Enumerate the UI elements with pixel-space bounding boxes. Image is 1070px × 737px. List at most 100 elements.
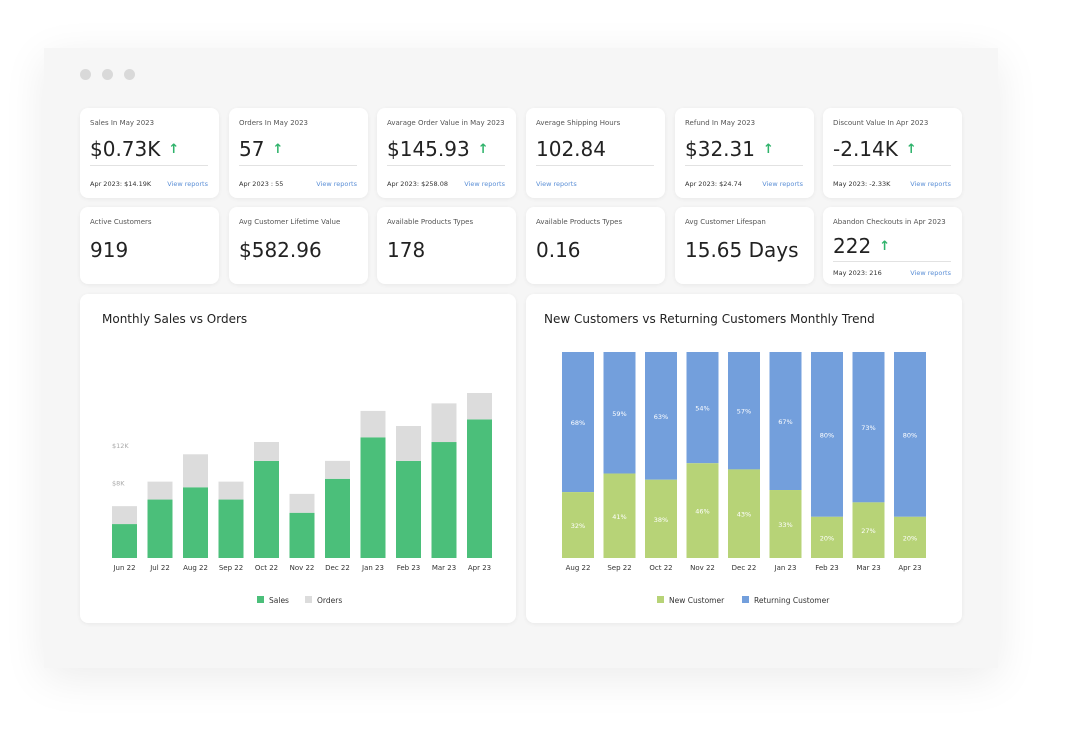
bar-orders [396, 426, 421, 461]
legend-label-orders: Orders [317, 596, 342, 605]
divider [90, 165, 208, 166]
kpi-card-lifetime-value: Avg Customer Lifetime Value $582.96 [229, 207, 368, 284]
kpi-previous: May 2023: -2.33K [833, 180, 891, 188]
x-tick-label: Jan 23 [361, 564, 384, 572]
x-tick-label: Dec 22 [732, 564, 757, 572]
chart-title: New Customers vs Returning Customers Mon… [544, 312, 875, 326]
x-tick-label: Jul 22 [149, 564, 170, 572]
window-dot-1 [80, 69, 91, 80]
view-reports-link[interactable]: View reports [464, 180, 505, 188]
kpi-value: $145.93 ↑ [387, 137, 489, 161]
bar-orders [112, 506, 137, 525]
kpi-previous: Apr 2023 : 55 [239, 180, 284, 188]
bar-label-new: 20% [903, 534, 917, 542]
legend-label-returning: Returning Customer [754, 596, 830, 605]
kpi-value: -2.14K ↑ [833, 137, 917, 161]
kpi-card-abandon-checkouts: Abandon Checkouts in Apr 2023 222 ↑ May 2… [823, 207, 962, 284]
bar-returning [603, 352, 636, 474]
kpi-card-shipping: Average Shipping Hours 102.84 View repor… [526, 108, 665, 198]
legend-swatch-new [657, 596, 664, 603]
kpi-previous: Apr 2023: $24.74 [685, 180, 742, 188]
bar-orders [467, 393, 492, 420]
x-tick-label: Dec 22 [325, 564, 350, 572]
kpi-value: 0.16 [536, 238, 581, 262]
kpi-value: 178 [387, 238, 426, 262]
bar-label-returning: 80% [820, 431, 834, 439]
kpi-label: Average Shipping Hours [536, 119, 621, 127]
x-tick-label: Apr 23 [468, 564, 491, 572]
bar-new [562, 492, 594, 558]
view-reports-link[interactable]: View reports [910, 269, 951, 277]
bar-orders [431, 403, 457, 443]
window-dot-2 [102, 69, 113, 80]
bar-sales [360, 437, 386, 558]
window-dot-3 [124, 69, 135, 80]
view-reports-link[interactable]: View reports [536, 180, 577, 188]
bar-returning [769, 352, 802, 491]
trend-up-icon: ↑ [879, 239, 891, 254]
divider [833, 165, 951, 166]
divider [685, 165, 803, 166]
bar-orders [325, 460, 350, 479]
bar-sales [254, 460, 279, 558]
kpi-value: $32.31 ↑ [685, 137, 774, 161]
x-tick-label: Aug 22 [183, 564, 208, 572]
bar-sales [289, 512, 315, 558]
kpi-previous: Apr 2023: $258.08 [387, 180, 448, 188]
bar-returning [894, 352, 926, 517]
x-tick-label: Mar 23 [856, 564, 880, 572]
trend-up-icon: ↑ [272, 142, 284, 157]
bar-new [769, 490, 802, 558]
bar-sales [147, 499, 173, 558]
bar-orders [218, 481, 244, 500]
kpi-label: Discount Value In Apr 2023 [833, 119, 929, 127]
kpi-card-lifespan: Avg Customer Lifespan 15.65 Days [675, 207, 814, 284]
chart-title: Monthly Sales vs Orders [102, 312, 248, 326]
legend-swatch-returning [742, 596, 749, 603]
bar-label-returning: 63% [654, 413, 668, 421]
bar-sales [325, 478, 350, 558]
view-reports-link[interactable]: View reports [910, 180, 951, 188]
view-reports-link[interactable]: View reports [316, 180, 357, 188]
bar-orders [360, 410, 386, 438]
x-tick-label: Jun 22 [112, 564, 135, 572]
bar-orders [289, 493, 315, 513]
customers-trend-chart: 68% 32% Aug 22 59% 41% Sep 22 63% 38% Oct 22 54% 4… [562, 352, 926, 605]
bar-returning [852, 352, 885, 503]
kpi-value: $582.96 [239, 238, 322, 262]
bar-label-new: 46% [695, 508, 709, 516]
legend-swatch-sales [257, 596, 264, 603]
y-tick-label: $12K [112, 442, 129, 450]
trend-up-icon: ↑ [477, 142, 489, 157]
divider [239, 165, 357, 166]
kpi-card-product-types: Available Products Types 178 [377, 207, 516, 284]
bar-returning [811, 352, 843, 517]
x-tick-label: Aug 22 [566, 564, 591, 572]
kpi-value: $0.73K ↑ [90, 137, 180, 161]
kpi-card-sales: Sales In May 2023 $0.73K ↑ Apr 2023: $14.… [80, 108, 219, 198]
bar-label-returning: 73% [861, 424, 875, 432]
kpi-label: Abandon Checkouts in Apr 2023 [833, 218, 946, 226]
divider [536, 165, 654, 166]
bar-new [894, 516, 926, 558]
legend-label-new: New Customer [669, 596, 725, 605]
kpi-previous: Apr 2023: $14.19K [90, 180, 152, 188]
x-tick-label: Nov 22 [290, 564, 315, 572]
bar-label-new: 33% [778, 521, 792, 529]
kpi-label: Avg Customer Lifespan [685, 218, 766, 226]
bar-label-returning: 57% [737, 408, 751, 416]
bar-sales [218, 499, 244, 558]
bar-label-returning: 54% [695, 405, 709, 413]
kpi-card-product-types-2: Available Products Types 0.16 [526, 207, 665, 284]
kpi-label: Avg Customer Lifetime Value [239, 218, 341, 226]
bar-new [852, 502, 885, 558]
trend-up-icon: ↑ [905, 142, 917, 157]
x-tick-label: Mar 23 [432, 564, 456, 572]
trend-up-icon: ↑ [762, 142, 774, 157]
x-tick-label: Feb 23 [815, 564, 839, 572]
kpi-value: 15.65 Days [685, 238, 799, 262]
x-tick-label: Feb 23 [397, 564, 421, 572]
view-reports-link[interactable]: View reports [762, 180, 803, 188]
view-reports-link[interactable]: View reports [167, 180, 208, 188]
bar-new [728, 469, 760, 558]
